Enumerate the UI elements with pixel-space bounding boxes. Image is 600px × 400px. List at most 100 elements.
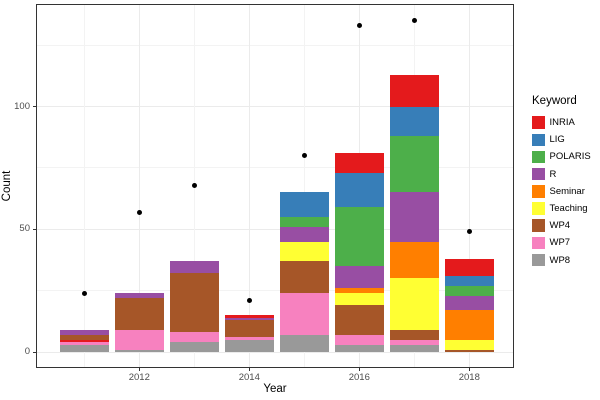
y-gridline-minor: [36, 44, 514, 46]
bar-segment-r: [224, 317, 274, 321]
legend-label: WP8: [549, 254, 571, 266]
y-tick-label: 50: [19, 223, 30, 235]
bar-segment-wp8: [169, 342, 219, 352]
legend-item-wp4: WP4: [532, 217, 600, 234]
legend-item-teaching: Teaching: [532, 200, 600, 217]
legend-key-swatch: [532, 202, 545, 215]
scatter-point: [246, 297, 252, 303]
bar-segment-wp8: [224, 339, 274, 352]
bar-segment-wp4: [114, 298, 164, 330]
legend-label: Teaching: [549, 203, 588, 215]
legend-label: R: [549, 168, 557, 180]
bar-segment-r: [114, 293, 164, 298]
bar-segment-inria: [334, 153, 384, 173]
y-gridline-minor: [36, 290, 514, 292]
x-tick-mark: [138, 368, 140, 371]
scatter-point: [301, 153, 307, 159]
bar-segment-r: [444, 295, 494, 311]
scatter-point: [466, 229, 472, 235]
bar-segment-r: [169, 261, 219, 274]
bar-segment-wp7: [114, 329, 164, 350]
legend-item-r: R: [532, 166, 600, 183]
x-tick-mark: [358, 368, 360, 371]
legend-items: INRIA LIG POLARIS R Seminar Teaching WP4 WP7 WP8: [532, 114, 600, 269]
bar-segment-wp8: [59, 344, 109, 352]
legend-item-polaris: POLARIS: [532, 148, 600, 165]
legend-item-inria: INRIA: [532, 114, 600, 131]
x-tick-label: 2016: [348, 372, 370, 383]
legend-label: Seminar: [549, 185, 585, 197]
bar-segment-seminar: [444, 310, 494, 340]
y-axis-title: Count: [1, 170, 13, 202]
y-tick-mark: [33, 228, 36, 230]
legend-key-swatch: [532, 236, 545, 250]
legend-label: LIG: [549, 134, 565, 146]
bar-segment-r: [59, 329, 109, 335]
bar-segment-lig: [279, 192, 329, 218]
scatter-point: [81, 290, 87, 296]
bar-segment-teaching: [279, 241, 329, 262]
bar-segment-inria: [389, 74, 439, 107]
bar-segment-polaris: [279, 217, 329, 227]
x-tick-label: 2012: [128, 372, 150, 383]
legend-key-swatch: [532, 253, 545, 267]
legend-key-swatch: [532, 150, 545, 164]
bar-segment-wp7: [59, 342, 109, 345]
bar-segment-teaching: [444, 339, 494, 350]
bar-segment-wp8: [114, 349, 164, 352]
legend: Keyword INRIA LIG POLARIS R Seminar Teaching W…: [532, 95, 600, 269]
x-gridline-minor: [303, 4, 305, 368]
x-gridline: [248, 4, 250, 368]
y-tick-mark: [33, 106, 36, 108]
legend-label: POLARIS: [549, 151, 591, 163]
x-axis-title: Year: [263, 383, 287, 395]
legend-label: INRIA: [549, 117, 575, 129]
x-tick-label: 2018: [458, 372, 480, 383]
bar-segment-inria: [224, 315, 274, 318]
panel-border: [36, 4, 514, 368]
bar-segment-polaris: [334, 207, 384, 267]
x-tick-label: 2014: [238, 372, 260, 383]
bar-segment-wp7: [389, 339, 439, 345]
x-tick-mark: [468, 368, 470, 371]
bar-segment-seminar: [334, 288, 384, 294]
legend-label: WP4: [549, 220, 571, 232]
x-gridline: [468, 4, 470, 368]
bar-segment-wp4: [279, 261, 329, 294]
y-gridline-minor: [36, 167, 514, 169]
bar-segment-lig: [389, 106, 439, 137]
x-gridline-minor: [83, 4, 85, 368]
y-tick-label: 0: [24, 346, 30, 357]
bar-segment-wp4: [59, 334, 109, 340]
bar-segment-wp8: [279, 334, 329, 352]
y-gridline: [36, 351, 514, 353]
legend-label: WP7: [549, 237, 571, 249]
legend-item-seminar: Seminar: [532, 183, 600, 200]
legend-title: Keyword: [532, 95, 577, 107]
bar-segment-wp8: [389, 344, 439, 352]
scatter-point: [411, 18, 417, 24]
bar-segment-r: [389, 192, 439, 242]
legend-key-swatch: [532, 133, 545, 147]
y-gridline: [36, 106, 514, 108]
bar-segment-seminar: [389, 241, 439, 279]
bar-segment-wp8: [334, 344, 384, 352]
bar-segment-polaris: [444, 285, 494, 296]
x-gridline: [138, 4, 140, 368]
bar-segment-wp7: [169, 332, 219, 343]
legend-key-swatch: [532, 116, 545, 129]
bar-segment-teaching: [334, 293, 384, 306]
bar-segment-wp7: [334, 334, 384, 345]
bar-segment-wp4: [334, 305, 384, 335]
legend-item-lig: LIG: [532, 131, 600, 148]
bar-segment-lig: [334, 172, 384, 208]
bar-segment-wp7: [279, 293, 329, 335]
bar-segment-wp7: [224, 337, 274, 340]
bar-segment-r: [279, 226, 329, 242]
bar-segment-wp4: [389, 329, 439, 340]
scatter-point: [136, 209, 142, 215]
bar-segment-teaching: [389, 278, 439, 330]
bar-segment-lig: [444, 275, 494, 286]
